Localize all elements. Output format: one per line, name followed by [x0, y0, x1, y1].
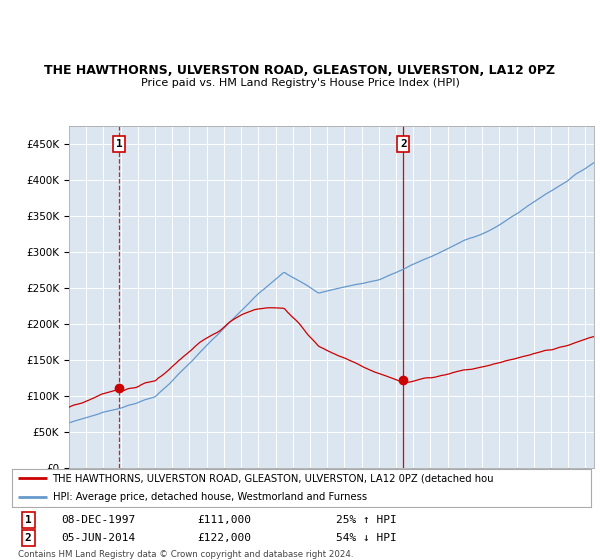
- Text: 54% ↓ HPI: 54% ↓ HPI: [336, 533, 397, 543]
- Text: THE HAWTHORNS, ULVERSTON ROAD, GLEASTON, ULVERSTON, LA12 0PZ (detached hou: THE HAWTHORNS, ULVERSTON ROAD, GLEASTON,…: [53, 473, 494, 483]
- Text: 25% ↑ HPI: 25% ↑ HPI: [336, 515, 397, 525]
- Text: £111,000: £111,000: [197, 515, 251, 525]
- Text: 2: 2: [25, 533, 31, 543]
- Text: Price paid vs. HM Land Registry's House Price Index (HPI): Price paid vs. HM Land Registry's House …: [140, 78, 460, 88]
- Text: Contains HM Land Registry data © Crown copyright and database right 2024.: Contains HM Land Registry data © Crown c…: [18, 550, 353, 559]
- Text: 08-DEC-1997: 08-DEC-1997: [61, 515, 136, 525]
- Text: HPI: Average price, detached house, Westmorland and Furness: HPI: Average price, detached house, West…: [53, 492, 367, 502]
- Text: THE HAWTHORNS, ULVERSTON ROAD, GLEASTON, ULVERSTON, LA12 0PZ: THE HAWTHORNS, ULVERSTON ROAD, GLEASTON,…: [44, 64, 556, 77]
- Text: 1: 1: [116, 139, 122, 149]
- Text: 2: 2: [400, 139, 407, 149]
- Text: 05-JUN-2014: 05-JUN-2014: [61, 533, 136, 543]
- Text: 1: 1: [25, 515, 31, 525]
- Text: £122,000: £122,000: [197, 533, 251, 543]
